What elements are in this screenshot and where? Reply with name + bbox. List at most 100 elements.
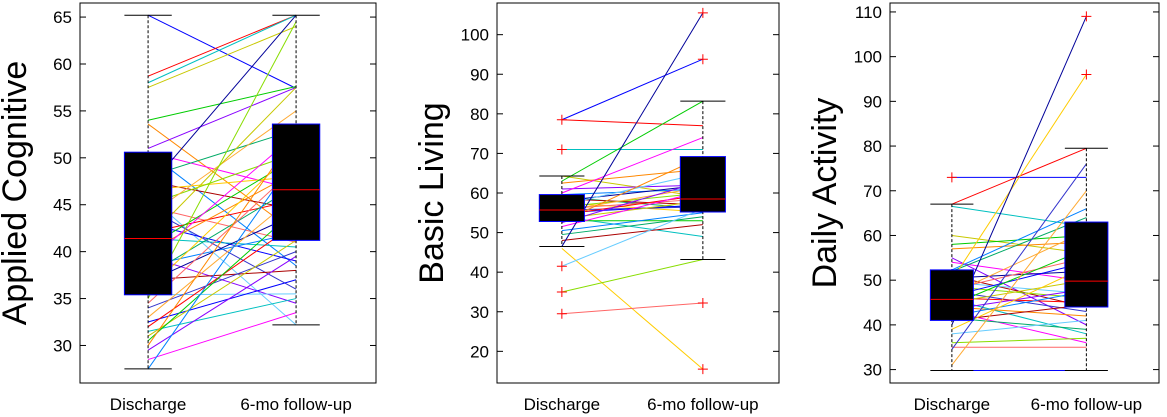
paired-line	[951, 257, 1087, 290]
paired-line	[951, 241, 1087, 250]
paired-line	[147, 185, 297, 276]
outlier-marker	[556, 114, 567, 125]
paired-line	[951, 279, 1087, 304]
outlier-marker	[556, 144, 567, 155]
paired-line	[561, 194, 703, 216]
y-tick-label: 40	[53, 243, 72, 262]
paired-line	[951, 288, 1087, 310]
box	[1064, 221, 1109, 308]
x-category-label: Discharge	[914, 395, 991, 414]
y-axis-label: Basic Living	[413, 102, 451, 283]
box	[929, 269, 974, 321]
box	[271, 123, 321, 241]
paired-line	[147, 157, 297, 248]
y-tick-label: 35	[53, 290, 72, 309]
paired-line	[561, 192, 703, 208]
paired-line	[147, 213, 297, 283]
paired-line	[147, 298, 297, 332]
paired-line	[951, 190, 1087, 366]
x-category-label: 6-mo follow-up	[1031, 395, 1143, 414]
y-tick-label: 65	[53, 8, 72, 27]
paired-line	[147, 251, 297, 309]
paired-line	[561, 212, 703, 232]
paired-line	[951, 306, 1087, 317]
outlier-marker	[697, 54, 708, 65]
panel-applied-cognitive: 30 35 40 45 50 55 60 65 Discharge 6-mo follow-u…	[0, 2, 377, 414]
paired-line	[147, 134, 297, 346]
paired-line	[951, 163, 1087, 350]
paired-line	[951, 337, 1087, 344]
y-tick-label: 100	[461, 26, 489, 45]
outlier-marker	[556, 286, 567, 297]
paired-line	[147, 86, 297, 149]
paired-line	[951, 261, 1087, 282]
paired-line	[561, 100, 704, 182]
paired-line	[147, 157, 297, 370]
y-axis-label: Applied Cognitive	[0, 61, 34, 326]
outlier-marker	[697, 7, 708, 18]
paired-line	[951, 286, 1087, 299]
paired-line	[147, 14, 297, 189]
y-ticks: 20 30 40 50 60 70 80 90 100	[461, 26, 779, 361]
paired-lines	[951, 16, 1087, 371]
paired-line	[951, 270, 1087, 279]
paired-line	[147, 171, 297, 253]
y-tick-label: 55	[53, 102, 72, 121]
y-tick-label: 100	[854, 48, 882, 67]
paired-line	[147, 87, 297, 239]
y-tick-label: 20	[470, 342, 489, 361]
paired-line	[148, 293, 297, 296]
outlier-marker	[556, 261, 567, 272]
paired-line	[951, 317, 1087, 330]
outlier-marker	[946, 172, 957, 183]
paired-lines	[147, 14, 297, 370]
paired-line	[561, 216, 703, 236]
paired-line	[147, 25, 297, 88]
outlier-marker	[1081, 11, 1092, 22]
boxes	[123, 14, 321, 370]
paired-line	[951, 147, 1087, 205]
paired-line	[147, 239, 297, 337]
y-tick-label: 70	[470, 144, 489, 163]
axes-frame	[889, 2, 1160, 384]
paired-line	[147, 312, 297, 361]
paired-line	[561, 188, 703, 196]
paired-line	[561, 137, 704, 194]
y-tick-label: 80	[470, 105, 489, 124]
paired-line	[561, 208, 704, 267]
paired-line	[147, 14, 297, 89]
y-tick-label: 80	[863, 137, 882, 156]
paired-line	[951, 208, 1087, 271]
paired-line	[561, 156, 704, 222]
y-tick-label: 110	[855, 3, 882, 22]
paired-line	[951, 261, 1087, 297]
box	[679, 156, 726, 213]
paired-line	[951, 298, 1087, 335]
y-tick-label: 40	[470, 263, 489, 282]
paired-line	[147, 166, 297, 304]
y-axis-label: Daily Activity	[806, 98, 844, 289]
outlier-marker	[697, 364, 708, 375]
paired-line	[561, 168, 703, 184]
paired-line	[147, 206, 297, 243]
paired-line	[951, 74, 1087, 281]
y-tick-label: 60	[863, 226, 882, 245]
paired-line	[561, 190, 703, 228]
paired-line	[951, 16, 1087, 326]
paired-line	[561, 302, 703, 315]
paired-line	[147, 209, 297, 342]
x-category-label: Discharge	[524, 395, 601, 414]
paired-line	[951, 319, 1087, 335]
paired-line	[147, 86, 297, 121]
paired-line	[561, 12, 704, 247]
y-tick-label: 90	[863, 92, 882, 111]
boxes	[929, 11, 1109, 371]
y-tick-label: 30	[53, 336, 72, 355]
paired-line	[561, 224, 703, 241]
paired-line	[147, 194, 297, 326]
y-tick-label: 50	[863, 271, 882, 290]
x-category-label: 6-mo follow-up	[647, 395, 759, 414]
paired-line	[951, 230, 1087, 295]
paired-line	[148, 176, 297, 191]
y-tick-label: 70	[863, 182, 882, 201]
